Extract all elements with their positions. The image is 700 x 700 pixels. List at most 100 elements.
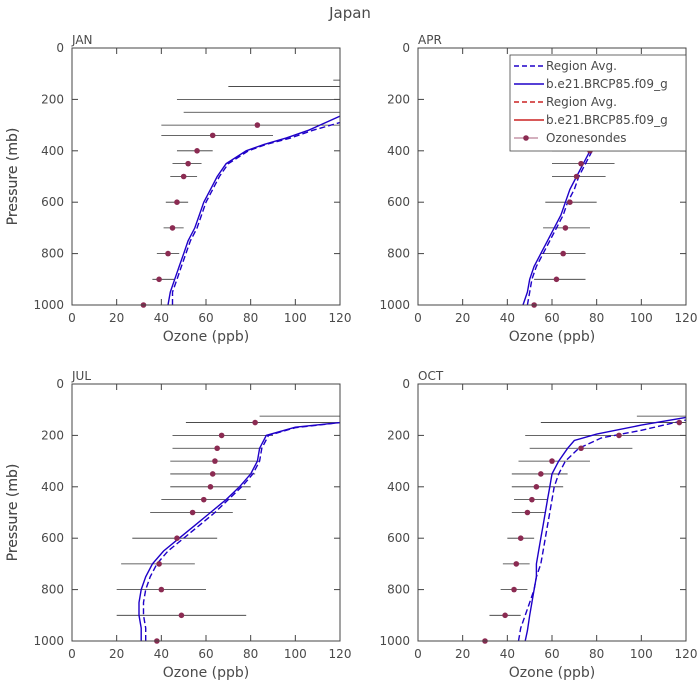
x-tick-label: 80: [243, 311, 258, 325]
y-axis-label: Pressure (mb): [5, 464, 21, 562]
x-tick-label: 120: [675, 311, 698, 325]
ozonesonde-point: [529, 496, 535, 503]
legend-label: b.e21.BRCP85.f09_g: [546, 113, 668, 127]
ozonesonde-point: [165, 250, 171, 257]
x-tick-label: 60: [198, 647, 213, 661]
y-tick-label: 400: [387, 144, 410, 158]
ozonesonde-point: [156, 276, 162, 283]
x-tick-label: 40: [500, 311, 515, 325]
ozonesonde-point: [158, 586, 165, 593]
ozonesonde-point: [578, 445, 584, 452]
ozonesonde-point: [567, 199, 573, 205]
ozonesonde-point: [676, 419, 683, 426]
x-tick-label: 120: [329, 647, 352, 661]
region-avg-line: [171, 121, 341, 305]
y-tick-label: 0: [402, 377, 410, 391]
y-tick-label: 200: [41, 428, 64, 442]
ozonesonde-point: [573, 173, 580, 180]
ozonesonde-point: [185, 160, 191, 167]
ozonesonde-point: [209, 132, 216, 139]
y-tick-label: 0: [56, 41, 64, 55]
x-tick-label: 100: [630, 647, 653, 661]
x-axis-label: Ozone (ppb): [509, 329, 595, 345]
ozonesonde-point: [517, 535, 524, 541]
y-tick-label: 0: [56, 377, 64, 391]
x-tick-label: 100: [284, 647, 307, 661]
x-tick-label: 80: [589, 311, 604, 325]
ozonesonde-point: [560, 250, 566, 257]
legend-box: [509, 54, 687, 152]
y-tick-label: 800: [41, 583, 64, 597]
ozonesonde-point: [252, 419, 258, 426]
x-tick-label: 20: [455, 311, 470, 325]
x-tick-label: 20: [109, 311, 124, 325]
ozonesonde-point: [214, 445, 220, 452]
y-tick-label: 200: [41, 92, 64, 106]
ozonesonde-point: [194, 148, 200, 154]
y-tick-label: 600: [387, 531, 410, 545]
page-title: Japan: [328, 4, 371, 22]
y-axis-label: Pressure (mb): [5, 464, 21, 562]
x-tick-label: 40: [500, 647, 515, 661]
x-tick-label: 0: [414, 311, 422, 325]
legend-marker: [523, 135, 529, 141]
y-tick-label: 1000: [379, 298, 410, 312]
y-tick-label: 1000: [379, 634, 410, 648]
y-axis-label: Pressure (mb): [5, 128, 21, 226]
panel-label: JUL: [71, 369, 91, 383]
panel-label: OCT: [418, 369, 444, 383]
x-tick-label: 0: [414, 647, 422, 661]
x-tick-label: 0: [68, 647, 76, 661]
x-tick-label: 40: [154, 311, 169, 325]
region-avg-line: [142, 421, 341, 641]
ozonesonde-point: [549, 458, 555, 464]
y-tick-label: 600: [41, 531, 64, 545]
ozonesonde-point: [200, 496, 207, 503]
y-tick-label: 600: [387, 195, 410, 209]
x-tick-label: 120: [675, 647, 698, 661]
ozonesonde-point: [538, 471, 544, 477]
model-line: [524, 416, 687, 642]
panel-jan: JAN 0 20 40 60 80 100 120 0 200 400 600 800 1000 Ozone…: [5, 33, 351, 345]
ozonesonde-point: [218, 432, 225, 439]
ozonesonde-point: [169, 225, 176, 231]
x-tick-label: 100: [630, 311, 653, 325]
ozonesonde-point: [524, 509, 531, 516]
ozonesonde-point: [207, 484, 214, 490]
region-avg-line: [517, 419, 687, 642]
x-tick-label: 80: [243, 647, 258, 661]
x-tick-label: 60: [544, 647, 559, 661]
y-tick-label: 800: [41, 247, 64, 261]
x-axis-label: Ozone (ppb): [163, 329, 249, 345]
ozonesonde-point: [156, 561, 162, 567]
y-axis-label: Pressure (mb): [5, 128, 21, 226]
x-tick-label: 20: [455, 647, 470, 661]
legend-label: Ozonesondes: [546, 131, 627, 145]
x-axis-label: Ozone (ppb): [163, 665, 249, 681]
ozonesonde-point: [174, 535, 180, 541]
ozonesonde-point: [553, 276, 560, 283]
ozonesonde-point: [562, 225, 569, 231]
ozonesonde-point: [189, 509, 196, 516]
legend-label: Region Avg.: [546, 59, 617, 73]
y-tick-label: 800: [387, 583, 410, 597]
ozonesonde-point: [533, 484, 540, 490]
x-tick-label: 40: [154, 647, 169, 661]
y-tick-label: 600: [41, 195, 64, 209]
legend: Region Avg. b.e21.BRCP85.f09_g Region Avg.…: [509, 54, 687, 152]
panel-label: APR: [418, 33, 442, 47]
ozonesonde-point: [209, 471, 216, 477]
x-tick-label: 120: [329, 311, 352, 325]
ozonesonde-point: [616, 432, 622, 439]
ozonesonde-point: [513, 561, 520, 567]
y-tick-label: 200: [387, 428, 410, 442]
x-tick-label: 80: [589, 647, 604, 661]
y-tick-label: 1000: [33, 634, 64, 648]
model-line: [138, 421, 341, 641]
y-tick-label: 0: [402, 41, 410, 55]
y-tick-label: 1000: [33, 298, 64, 312]
y-tick-label: 400: [41, 144, 64, 158]
model-line: [167, 115, 341, 306]
